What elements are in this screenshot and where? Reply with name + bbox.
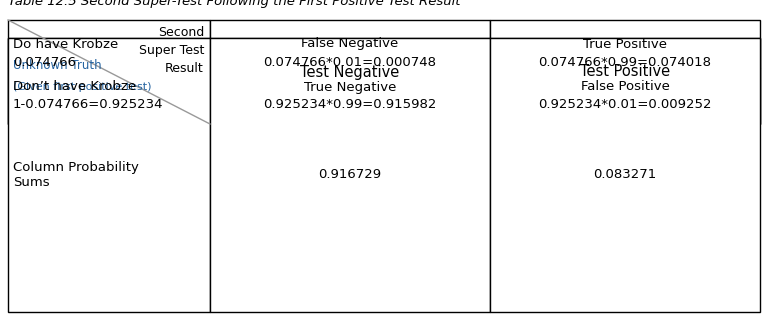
Text: True Positive: True Positive [583, 38, 667, 51]
Text: Result: Result [165, 62, 204, 75]
Text: (Given first positive test): (Given first positive test) [13, 82, 151, 92]
Text: 0.925234*0.99=0.915982: 0.925234*0.99=0.915982 [263, 99, 437, 112]
Bar [490, 68, 760, 124]
Text: 0.074766*0.01=0.000748: 0.074766*0.01=0.000748 [263, 56, 436, 69]
Bar [210, 68, 490, 124]
Text: Table 12.5 Second Super-Test Following the First Positive Test Result: Table 12.5 Second Super-Test Following t… [8, 0, 461, 8]
Text: Don’t have Krobze: Don’t have Krobze [13, 81, 136, 94]
Bar [490, 38, 760, 312]
Bar [8, 20, 210, 124]
Bar [8, 38, 210, 68]
Text: 0.916729: 0.916729 [319, 168, 382, 181]
Text: True Negative: True Negative [304, 81, 396, 94]
Text: Second: Second [157, 26, 204, 39]
Bar [210, 20, 490, 124]
Text: 0.074766: 0.074766 [13, 56, 76, 69]
Bar [490, 20, 760, 124]
Text: 0.074766*0.99=0.074018: 0.074766*0.99=0.074018 [538, 56, 711, 69]
Text: Sums: Sums [13, 177, 50, 190]
Text: 0.925234*0.01=0.009252: 0.925234*0.01=0.009252 [538, 99, 712, 112]
Text: Column Probability: Column Probability [13, 161, 139, 173]
Bar [490, 38, 760, 68]
Text: False Positive: False Positive [581, 81, 670, 94]
Text: 0.083271: 0.083271 [594, 168, 657, 181]
Text: 1-0.074766=0.925234: 1-0.074766=0.925234 [13, 99, 164, 112]
Bar [8, 68, 210, 124]
Bar [210, 38, 490, 68]
Text: Unknown Truth: Unknown Truth [13, 59, 101, 72]
Bar [210, 38, 490, 312]
Text: Test Negative: Test Negative [300, 64, 399, 80]
Text: False Negative: False Negative [301, 38, 399, 51]
Text: Super Test: Super Test [139, 44, 204, 57]
Text: Do have Krobze: Do have Krobze [13, 38, 118, 51]
Bar [8, 38, 210, 312]
Text: Test Positive: Test Positive [580, 64, 670, 80]
